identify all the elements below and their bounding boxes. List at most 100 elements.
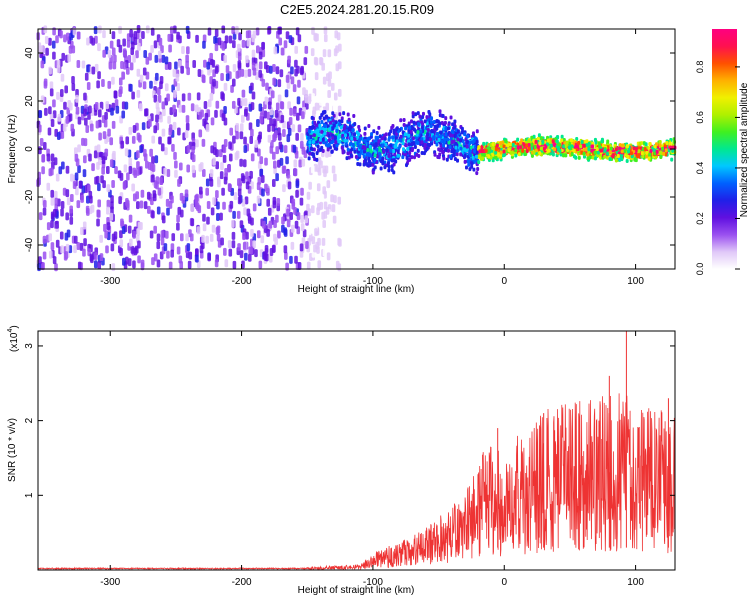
spectrogram-cell <box>569 138 573 143</box>
spectrogram-cell <box>284 89 289 98</box>
spectrogram-cell <box>517 152 521 157</box>
spectrogram-cell <box>331 136 335 141</box>
spectrogram-cell <box>351 128 355 133</box>
spectrogram-cell <box>537 133 541 138</box>
spectrogram-cell <box>145 71 150 80</box>
spectrogram-cell <box>250 128 254 137</box>
spectrogram-cell <box>198 111 203 120</box>
spectrogram-cell <box>126 172 130 181</box>
spectrogram-cell <box>416 141 420 146</box>
spectrogram-cell <box>502 149 506 154</box>
spectrogram-cell <box>66 197 71 206</box>
spectrogram-cell <box>238 32 242 41</box>
spectrogram-cell <box>580 140 584 145</box>
spectrogram-cell <box>41 154 46 163</box>
spectrogram-cell <box>519 140 523 145</box>
spectrogram-cell <box>252 203 257 212</box>
spectrogram-cell <box>97 199 101 208</box>
spectrogram-cell <box>363 138 367 143</box>
spectrogram-cell <box>157 187 162 196</box>
spectrogram-cell <box>319 147 323 152</box>
spectrogram-cell <box>46 222 51 231</box>
spectrogram-cell <box>186 164 190 173</box>
snr-y-tick-label: 2 <box>24 417 35 423</box>
spectrogram-cell <box>289 211 293 220</box>
spectrogram-cell <box>101 78 105 87</box>
spectrogram-cell <box>86 64 90 73</box>
spectrogram-cell <box>101 156 106 165</box>
spectrogram-cell <box>423 142 427 147</box>
spectrogram-cell <box>237 196 242 205</box>
spectrogram-cell <box>411 114 415 119</box>
spectrogram-cell <box>216 201 220 210</box>
spectrogram-cell <box>107 80 112 89</box>
spectrogram-cell <box>357 128 361 133</box>
spectrogram-cell <box>637 149 641 154</box>
spectrogram-cell <box>181 195 186 204</box>
spectrogram-cell <box>399 138 403 143</box>
spectrogram-cell <box>553 147 557 152</box>
spectrogram-cell <box>79 242 84 251</box>
spectrogram-cell <box>235 150 240 159</box>
spectrogram-cell <box>176 222 180 231</box>
spectrogram-cell <box>392 162 396 167</box>
spectrogram-cell <box>283 145 288 154</box>
spectrogram-cell <box>48 66 52 75</box>
spectrogram-cell <box>275 146 279 155</box>
spectrogram-cell <box>181 93 186 102</box>
spectrogram-cell <box>125 197 129 206</box>
spectrogram-cell <box>585 139 589 144</box>
spectrogram-cell <box>460 130 464 135</box>
spectrogram-cell <box>224 35 229 44</box>
spectrogram-cell <box>131 183 135 192</box>
spectrogram-cell <box>132 260 136 269</box>
spectrogram-cell <box>38 256 42 265</box>
spectrogram-cell <box>40 95 45 104</box>
spectrogram-cell <box>215 100 220 109</box>
spectrogram-cell <box>560 134 564 139</box>
spectrogram-cell <box>151 257 155 266</box>
spectrogram-cell <box>239 250 244 259</box>
spectrogram-cell <box>167 136 171 145</box>
spectrogram-cell <box>127 225 132 234</box>
spectrogram-cell <box>122 257 126 266</box>
spectrogram-cell <box>119 239 124 248</box>
spectrogram-cell <box>662 151 666 156</box>
spectrogram-cell <box>262 220 266 229</box>
spectrogram-cell <box>89 253 94 262</box>
spectrogram-cell <box>336 32 341 41</box>
spectrogram-cell <box>222 154 227 163</box>
snr-x-tick-label: -300 <box>100 577 120 588</box>
spectrogram-cell <box>49 81 54 90</box>
spectrogram-cell <box>46 182 51 191</box>
spectrogram-cell <box>446 126 450 131</box>
spectrogram-cell <box>145 56 150 65</box>
spectrogram-cell <box>275 173 279 182</box>
spectrogram-cell <box>326 147 330 152</box>
spectrogram-cell <box>272 179 276 188</box>
spectrogram-cell <box>137 255 141 264</box>
spectrogram-cell <box>362 154 366 159</box>
spectrogram-cell <box>638 141 642 146</box>
spectrogram-cell <box>538 151 542 156</box>
spectrogram-cell <box>321 110 325 115</box>
spectrogram-cell <box>462 147 466 152</box>
spectrogram-cell <box>502 144 506 149</box>
spectrogram-cell <box>140 259 145 268</box>
spectrogram-cell <box>49 88 54 97</box>
spectrogram-cell <box>290 76 295 85</box>
spectrogram-cell <box>591 144 595 149</box>
spectrogram-cell <box>241 89 246 98</box>
spectrogram-cell <box>245 171 249 180</box>
spectrogram-cell <box>307 135 311 140</box>
spectrogram-cell <box>102 49 106 58</box>
spectrogram-cell <box>237 52 242 61</box>
spectrogram-cell <box>315 157 319 162</box>
spectrogram-cell <box>232 64 237 73</box>
spectrogram-cell <box>426 136 430 141</box>
spectrogram-cell <box>132 230 136 239</box>
spectrogram-cell <box>382 149 386 154</box>
spectrogram-cell <box>198 129 203 138</box>
spectrogram-cell <box>221 25 226 34</box>
